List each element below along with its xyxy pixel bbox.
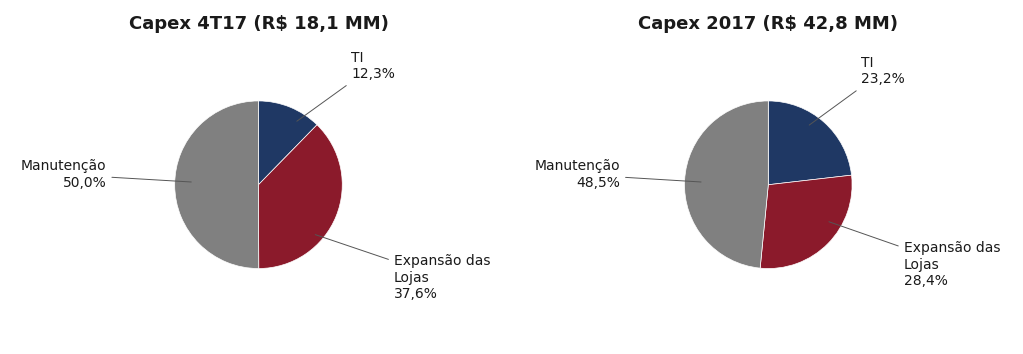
Wedge shape bbox=[760, 175, 852, 269]
Wedge shape bbox=[684, 101, 768, 268]
Text: TI
12,3%: TI 12,3% bbox=[297, 51, 395, 121]
Text: Expansão das
Lojas
37,6%: Expansão das Lojas 37,6% bbox=[315, 235, 490, 301]
Title: Capex 4T17 (R$ 18,1 MM): Capex 4T17 (R$ 18,1 MM) bbox=[129, 15, 389, 33]
Title: Capex 2017 (R$ 42,8 MM): Capex 2017 (R$ 42,8 MM) bbox=[638, 15, 898, 33]
Wedge shape bbox=[259, 125, 343, 269]
Wedge shape bbox=[768, 101, 851, 185]
Text: Manutenção
50,0%: Manutenção 50,0% bbox=[20, 159, 191, 189]
Wedge shape bbox=[175, 101, 259, 269]
Wedge shape bbox=[259, 101, 317, 185]
Text: Manutenção
48,5%: Manutenção 48,5% bbox=[534, 159, 701, 189]
Text: TI
23,2%: TI 23,2% bbox=[809, 56, 905, 125]
Text: Expansão das
Lojas
28,4%: Expansão das Lojas 28,4% bbox=[829, 222, 1000, 288]
